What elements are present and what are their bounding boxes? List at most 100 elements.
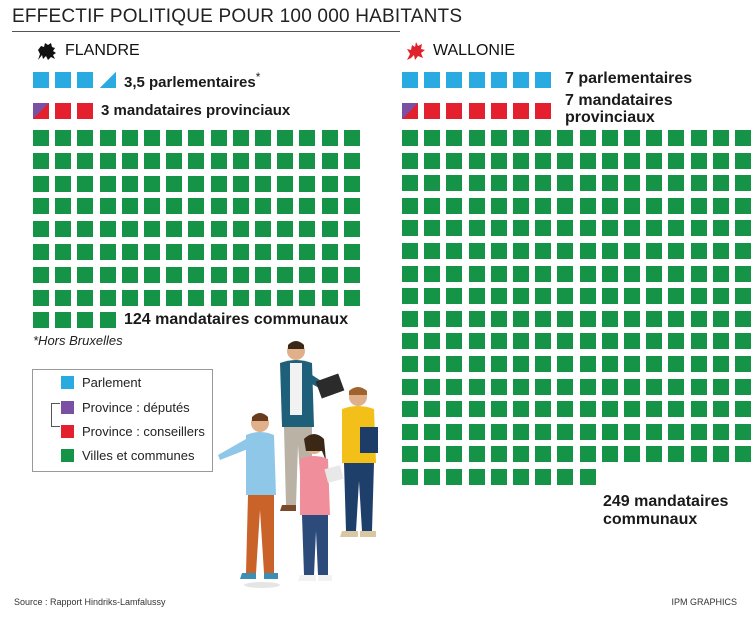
flandre-commune-square	[343, 266, 360, 283]
wallonie-commune-square	[690, 152, 707, 169]
wallonie-commune-square	[668, 197, 685, 214]
wallonie-parlement-square	[402, 72, 418, 88]
wallonie-commune-square	[690, 130, 707, 146]
wallonie-commune-square	[579, 265, 596, 282]
flandre-commune-square	[55, 244, 72, 260]
flandre-commune-square	[210, 175, 227, 192]
flandre-commune-square	[255, 175, 271, 192]
wallonie-commune-square	[668, 175, 685, 192]
wallonie-commune-square	[646, 423, 663, 440]
flandre-commune-square	[144, 152, 160, 169]
flandre-commune-square	[144, 289, 160, 306]
wallonie-commune-square	[402, 423, 418, 440]
flandre-commune-square	[210, 266, 227, 283]
flandre-commune-square	[188, 244, 205, 260]
flandre-commune-square	[299, 175, 316, 192]
wallonie-commune-square	[424, 333, 441, 350]
wallonie-commune-square	[668, 152, 685, 169]
legend-label-deputes: Province : députés	[82, 400, 190, 415]
flandre-commune-square	[99, 289, 116, 306]
wallonie-commune-square	[535, 243, 552, 259]
flandre-commune-square	[77, 266, 94, 283]
wallonie-commune-square	[712, 288, 729, 305]
wallonie-commune-square	[490, 130, 507, 146]
flandre-commune-square	[55, 175, 72, 192]
wallonie-commune-square	[468, 401, 485, 418]
wallonie-commune-square	[735, 152, 751, 169]
wallonie-commune-square	[402, 197, 418, 214]
wallonie-commune-square	[712, 333, 729, 350]
wallonie-commune-square	[446, 265, 463, 282]
flandre-commune-square	[166, 289, 183, 306]
wallonie-commune-square	[579, 423, 596, 440]
wallonie-commune-square	[712, 310, 729, 327]
wallonie-commune-square	[513, 265, 529, 282]
wallonie-commune-square	[735, 220, 751, 237]
flandre-commune-square	[188, 175, 205, 192]
wallonie-commune-square	[490, 401, 507, 418]
wallonie-commune-square	[690, 197, 707, 214]
flandre-commune-square	[321, 175, 338, 192]
wallonie-commune-square	[668, 423, 685, 440]
flandre-commune-square	[77, 130, 94, 146]
wallonie-commune-square	[513, 288, 529, 305]
wallonie-commune-square	[668, 310, 685, 327]
flandre-commune-square	[343, 289, 360, 306]
flandre-commune-square	[144, 266, 160, 283]
flandre-commune-square	[299, 152, 316, 169]
wallonie-commune-square	[735, 378, 751, 395]
wallonie-province-square	[513, 103, 529, 119]
flandre-commune-square	[321, 221, 338, 238]
wallonie-commune-square	[712, 378, 729, 395]
wallonie-commune-square	[468, 288, 485, 305]
wallonie-commune-square	[624, 130, 640, 146]
wallonie-commune-square	[446, 220, 463, 237]
wallonie-commune-square	[424, 356, 441, 372]
flandre-province-square	[77, 103, 94, 119]
wallonie-commune-square	[468, 265, 485, 282]
flandre-commune-square	[121, 130, 138, 146]
wallonie-commune-square	[535, 469, 552, 485]
flandre-commune-square	[99, 198, 116, 215]
flandre-commune-square	[188, 289, 205, 306]
legend-swatch-deputes	[61, 401, 74, 414]
wallonie-commune-square	[490, 333, 507, 350]
flandre-commune-square	[343, 244, 360, 260]
wallonie-commune-square	[735, 265, 751, 282]
flandre-commune-square	[121, 152, 138, 169]
wallonie-commune-square	[690, 446, 707, 463]
wallonie-commune-square	[646, 152, 663, 169]
flandre-commune-square	[77, 289, 94, 306]
wallonie-commune-square	[402, 356, 418, 372]
flandre-commune-square	[144, 198, 160, 215]
flandre-parlement-square	[77, 72, 94, 88]
wallonie-commune-square	[557, 310, 574, 327]
wallonie-commune-square	[557, 423, 574, 440]
flandre-commune-square	[144, 175, 160, 192]
wallonie-commune-square	[535, 220, 552, 237]
wallonie-commune-square	[557, 175, 574, 192]
wallonie-commune-square	[446, 401, 463, 418]
wallonie-commune-square	[579, 175, 596, 192]
wallonie-commune-square	[646, 333, 663, 350]
flandre-commune-square	[188, 152, 205, 169]
flandre-commune-square	[343, 198, 360, 215]
flandre-commune-square	[321, 198, 338, 215]
flemish-lion-icon	[38, 43, 56, 60]
wallonie-commune-square	[712, 197, 729, 214]
wallonie-commune-square	[690, 423, 707, 440]
flandre-commune-square	[99, 152, 116, 169]
wallonie-commune-square	[402, 220, 418, 237]
wallonie-commune-square	[468, 130, 485, 146]
flandre-commune-square	[33, 221, 49, 238]
wallonie-commune-square	[424, 197, 441, 214]
flandre-commune-square	[77, 312, 94, 329]
wallonie-commune-square	[668, 243, 685, 259]
flandre-commune-square	[33, 175, 49, 192]
flandre-commune-square	[144, 130, 160, 146]
wallonie-commune-square	[668, 265, 685, 282]
legend-item-deputes: Province : députés	[61, 400, 190, 415]
wallonie-commune-square	[557, 243, 574, 259]
flandre-name: FLANDRE	[65, 42, 140, 59]
wallonie-communaux-line1: 249 mandataires	[603, 493, 729, 510]
